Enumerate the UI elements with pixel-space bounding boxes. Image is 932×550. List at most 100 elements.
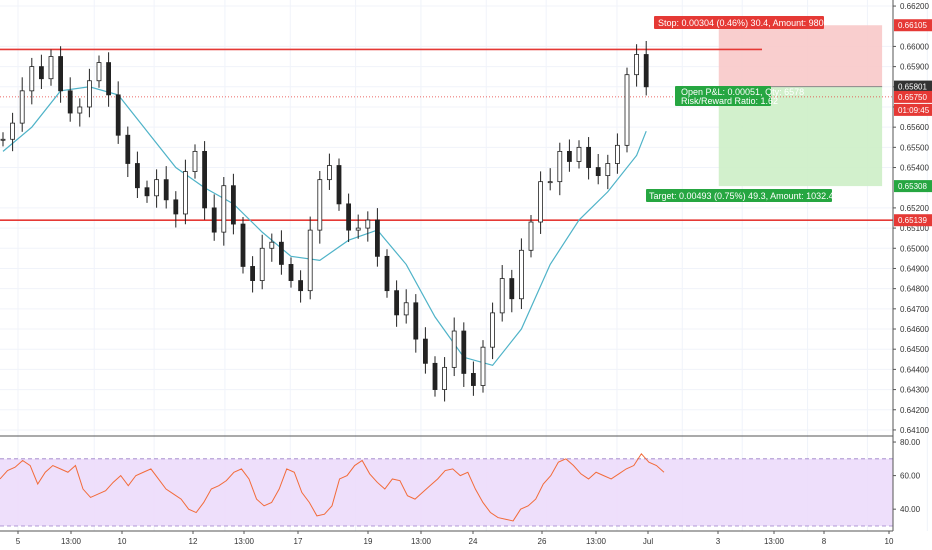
candle-body [58, 56, 63, 92]
candle-body [595, 167, 601, 177]
candle-body [336, 165, 342, 205]
candle-body [48, 56, 54, 80]
entry-price-tag: 0.65801 [898, 83, 927, 92]
candle-body [451, 330, 457, 368]
stop-price-tag-box [894, 19, 932, 32]
candle-body [269, 241, 275, 249]
stop-label-box [654, 16, 824, 29]
support-price-tag-box [894, 214, 932, 227]
candle-body [413, 302, 419, 340]
y-tick-label: 0.64500 [900, 345, 929, 354]
candle-body [643, 54, 649, 88]
candle-body [202, 150, 208, 209]
candle-body [144, 187, 150, 197]
risk-reward-label: Risk/Reward Ratio: 1.62 [681, 96, 778, 106]
x-tick-label: 8 [822, 537, 827, 546]
open-pnl-box [675, 86, 771, 106]
x-tick-label: 10 [118, 537, 127, 546]
y-tick-label: 0.64300 [900, 386, 929, 395]
countdown-tag: 01:09:45 [898, 106, 930, 115]
target-price-tag: 0.65308 [898, 182, 927, 191]
countdown-tag-box [894, 103, 932, 116]
y-tick-label: 0.64100 [900, 426, 929, 435]
candle-body [576, 146, 582, 162]
candle-body [422, 338, 428, 364]
time-axis[interactable]: 5 13:00 10 12 13:00 17 19 13:00 24 26 13:00 Jul 3 13:… [16, 531, 894, 546]
x-tick-label: 24 [469, 537, 478, 546]
candle-body [77, 106, 83, 114]
target-price-tag-box [894, 180, 932, 193]
candle-body [432, 362, 438, 390]
candle-body [163, 179, 169, 201]
y-tick-label: 0.65600 [900, 123, 929, 132]
y-tick-label: 0.65500 [900, 143, 929, 152]
x-tick-label: 13:00 [411, 537, 432, 546]
y-tick-label: 0.66000 [900, 42, 929, 51]
rsi-tick-label: 80.00 [900, 438, 921, 447]
candle-body [384, 255, 390, 292]
current-price-tag-box [894, 90, 932, 103]
candle-body [365, 219, 371, 229]
candle-body [39, 66, 44, 80]
y-tick-label: 0.64700 [900, 305, 929, 314]
x-tick-label: 10 [885, 537, 894, 546]
y-tick-label: 0.64900 [900, 264, 929, 273]
entry-price-tag-box [894, 80, 932, 93]
candle-body [240, 223, 246, 267]
candle-body [538, 181, 543, 223]
candle-body [211, 207, 217, 233]
rsi-tick-label: 60.00 [900, 472, 921, 481]
position-labels: Stop: 0.00304 (0.46%) 30.4, Amount: 980 T… [646, 16, 839, 202]
candle-body [346, 203, 352, 231]
candle-body [442, 366, 448, 390]
x-tick-label: 19 [364, 537, 373, 546]
candle-body [192, 150, 198, 172]
candle-body [394, 290, 400, 316]
target-label: Target: 0.00493 (0.75%) 49.3, Amount: 10… [649, 191, 839, 201]
y-tick-label: 0.64600 [900, 325, 929, 334]
candle-body [374, 219, 380, 257]
stop-label: Stop: 0.00304 (0.46%) 30.4, Amount: 980 [658, 18, 824, 28]
y-tick-label: 0.66200 [900, 2, 929, 11]
candle-body [480, 346, 486, 386]
y-tick-label: 0.65000 [900, 244, 929, 253]
rsi-tick-label: 40.00 [900, 505, 921, 514]
rsi-band [0, 458, 893, 526]
y-tick-label: 0.65200 [900, 204, 929, 213]
candle-body [557, 150, 563, 183]
rsi-line [0, 452, 665, 522]
y-tick-label: 0.65100 [900, 224, 929, 233]
x-tick-label: 13:00 [586, 537, 607, 546]
candle-body [230, 185, 236, 225]
candle-body [106, 62, 111, 96]
y-tick-label: 0.64400 [900, 365, 929, 374]
x-tick-label: 17 [294, 537, 303, 546]
candle-body [509, 278, 515, 300]
candle-body [298, 280, 304, 292]
candle-body [634, 54, 639, 76]
candle-body [470, 373, 476, 386]
candle-body [528, 221, 534, 251]
rsi-panel [0, 452, 893, 532]
candle-body [173, 199, 179, 215]
x-tick-label: 13:00 [764, 537, 785, 546]
x-tick-label: 13:00 [234, 537, 255, 546]
rsi-axis[interactable]: 80.00 60.00 40.00 [893, 438, 921, 514]
target-label-box [646, 189, 832, 202]
candle-body [250, 266, 256, 281]
moving-average [2, 86, 647, 367]
open-pnl-label: Open P&L: 0.00051, Qty: 6578 [681, 87, 804, 97]
candle-body [288, 264, 294, 281]
candle-body [355, 227, 361, 231]
x-tick-label: Jul [643, 537, 653, 546]
candle-body [317, 179, 323, 231]
candle-body [0, 138, 6, 141]
candle-body [259, 247, 265, 281]
candle-body [96, 62, 102, 82]
candle-body [29, 66, 35, 92]
candle-body [490, 312, 496, 348]
x-tick-label: 13:00 [61, 537, 82, 546]
stop-price-tag: 0.66105 [898, 21, 927, 30]
